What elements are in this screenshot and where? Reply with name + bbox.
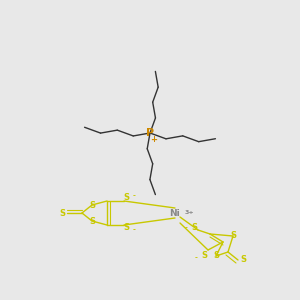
Text: S: S xyxy=(123,224,129,232)
Text: -: - xyxy=(133,193,135,199)
Text: S: S xyxy=(240,256,246,265)
Text: S: S xyxy=(89,217,95,226)
Text: +: + xyxy=(151,136,158,145)
Text: S: S xyxy=(201,251,207,260)
Text: -: - xyxy=(195,255,197,261)
Text: S: S xyxy=(230,232,236,241)
Text: S: S xyxy=(89,200,95,209)
Text: -: - xyxy=(184,225,188,231)
Text: S: S xyxy=(213,251,219,260)
Text: 3+: 3+ xyxy=(184,211,194,215)
Text: -: - xyxy=(133,227,135,233)
Text: Ni: Ni xyxy=(169,208,180,217)
Text: S: S xyxy=(191,224,197,232)
Text: S: S xyxy=(123,194,129,202)
Text: S: S xyxy=(59,208,65,217)
Text: P: P xyxy=(146,128,154,138)
